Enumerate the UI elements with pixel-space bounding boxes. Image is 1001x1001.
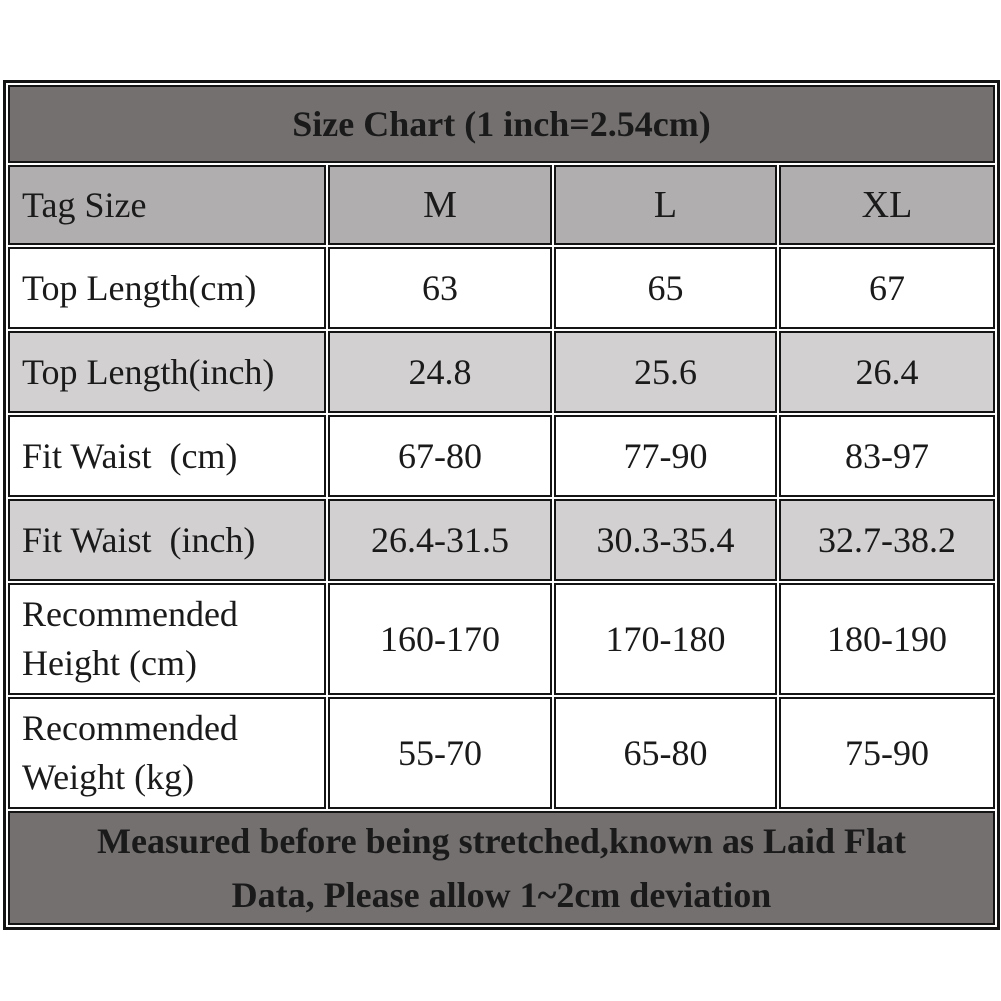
footer-note-row: Measured before being stretched,known as… <box>8 811 996 925</box>
table-row-top-length-inch: Top Length(inch) 24.8 25.6 26.4 <box>8 331 996 413</box>
cell-value: 26.4 <box>779 331 996 413</box>
title-row: Size Chart (1 inch=2.54cm) <box>8 85 996 163</box>
cell-value: 65 <box>554 247 777 329</box>
measurement-note: Measured before being stretched,known as… <box>8 811 996 925</box>
cell-value: 180-190 <box>779 583 996 695</box>
size-chart-table: Size Chart (1 inch=2.54cm) Tag Size M L … <box>3 80 1001 930</box>
row-label: Recommended Height (cm) <box>8 583 326 695</box>
column-header-size-xl: XL <box>779 165 996 245</box>
cell-value: 67-80 <box>328 415 552 497</box>
cell-value: 75-90 <box>779 697 996 809</box>
table-row-fit-waist-cm: Fit Waist (cm) 67-80 77-90 83-97 <box>8 415 996 497</box>
cell-value: 30.3-35.4 <box>554 499 777 581</box>
cell-value: 24.8 <box>328 331 552 413</box>
table-row-recommended-weight: Recommended Weight (kg) 55-70 65-80 75-9… <box>8 697 996 809</box>
cell-value: 26.4-31.5 <box>328 499 552 581</box>
cell-value: 25.6 <box>554 331 777 413</box>
row-label: Top Length(cm) <box>8 247 326 329</box>
table-row-top-length-cm: Top Length(cm) 63 65 67 <box>8 247 996 329</box>
cell-value: 77-90 <box>554 415 777 497</box>
row-label: Fit Waist (inch) <box>8 499 326 581</box>
measurement-note-line1: Measured before being stretched,known as… <box>97 821 907 861</box>
cell-value: 160-170 <box>328 583 552 695</box>
cell-value: 83-97 <box>779 415 996 497</box>
cell-value: 170-180 <box>554 583 777 695</box>
row-label: Top Length(inch) <box>8 331 326 413</box>
column-header-tag-size: Tag Size <box>8 165 326 245</box>
cell-value: 65-80 <box>554 697 777 809</box>
column-header-size-l: L <box>554 165 777 245</box>
cell-value: 67 <box>779 247 996 329</box>
table-row-recommended-height: Recommended Height (cm) 160-170 170-180 … <box>8 583 996 695</box>
chart-title: Size Chart (1 inch=2.54cm) <box>8 85 996 163</box>
measurement-note-line2: Data, Please allow 1~2cm deviation <box>231 875 772 915</box>
cell-value: 63 <box>328 247 552 329</box>
column-header-size-m: M <box>328 165 552 245</box>
table-row-fit-waist-inch: Fit Waist (inch) 26.4-31.5 30.3-35.4 32.… <box>8 499 996 581</box>
cell-value: 32.7-38.2 <box>779 499 996 581</box>
cell-value: 55-70 <box>328 697 552 809</box>
column-header-row: Tag Size M L XL <box>8 165 996 245</box>
row-label: Fit Waist (cm) <box>8 415 326 497</box>
row-label: Recommended Weight (kg) <box>8 697 326 809</box>
